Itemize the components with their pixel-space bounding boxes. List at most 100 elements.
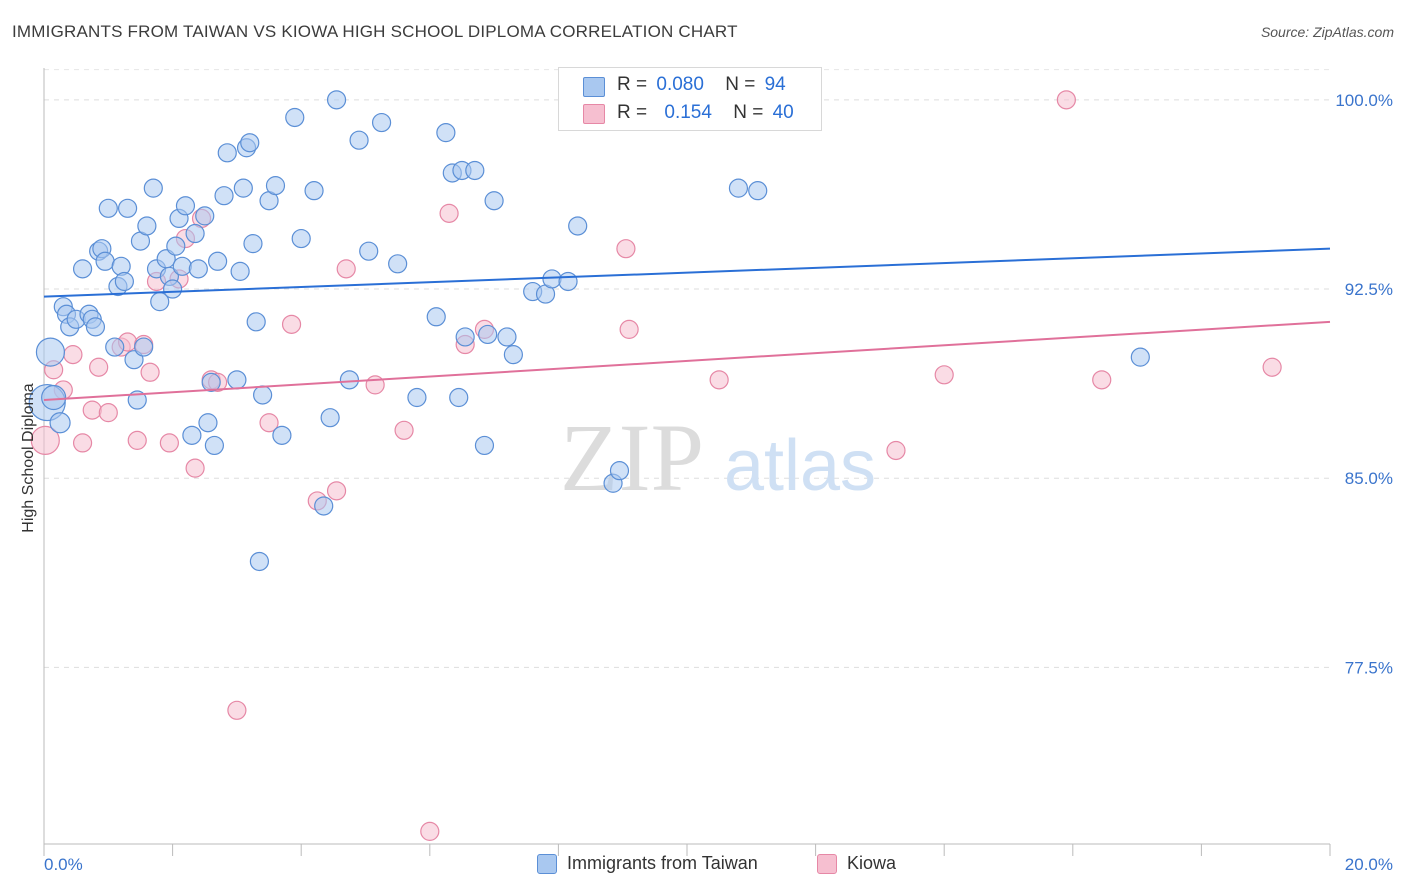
kiowa-point — [886, 440, 906, 461]
source-label: Source: ZipAtlas.com — [1260, 24, 1394, 40]
kiowa-point — [709, 370, 729, 390]
axes — [43, 68, 1331, 856]
taiwan-point — [182, 425, 202, 445]
kiowa-point — [934, 365, 954, 385]
taiwan-point — [407, 387, 427, 408]
y-tick-label: 92.5% — [1345, 280, 1393, 299]
taiwan-point — [188, 259, 208, 279]
taiwan-point — [497, 327, 517, 347]
watermark-zip: ZIP — [560, 404, 704, 511]
taiwan-point — [728, 178, 749, 198]
legend-n-value-kiowa: 40 — [772, 102, 794, 123]
kiowa-point — [1092, 370, 1112, 390]
bottom-legend-swatch-taiwan — [537, 853, 557, 874]
x-tick-label-min: 0.0% — [44, 855, 83, 874]
legend-r-value-taiwan: 0.080 — [656, 74, 704, 95]
taiwan-point — [326, 90, 347, 110]
kiowa-point — [336, 259, 356, 279]
taiwan-point — [35, 337, 66, 367]
legend-r-label: R = — [617, 74, 648, 95]
kiowa-point — [281, 314, 302, 334]
taiwan-point — [214, 186, 234, 206]
kiowa-point — [127, 430, 147, 450]
taiwan-point — [349, 130, 369, 150]
kiowa-point — [89, 357, 109, 377]
taiwan-point — [143, 178, 163, 198]
kiowa-point — [227, 700, 247, 720]
kiowa-point — [1262, 357, 1282, 377]
taiwan-point — [217, 143, 237, 163]
taiwan-point — [105, 337, 125, 357]
taiwan-point — [542, 269, 562, 289]
watermark: ZIP atlas — [560, 404, 876, 511]
trend-lines — [43, 247, 1331, 402]
y-axis-label: High School Diploma — [20, 383, 37, 533]
kiowa-point — [185, 458, 205, 478]
taiwan-point — [137, 216, 157, 236]
taiwan-point — [98, 198, 118, 218]
taiwan-point — [465, 160, 485, 181]
legend-n-label: N = — [725, 74, 756, 95]
taiwan-point — [503, 345, 523, 365]
taiwan-point — [249, 551, 270, 572]
taiwan-point — [240, 133, 260, 153]
taiwan-point — [339, 370, 360, 390]
taiwan-point — [175, 196, 196, 216]
gridlines — [44, 69, 1330, 668]
taiwan-point — [484, 191, 504, 211]
legend-row-taiwan: R = 0.080 N = 94 — [617, 74, 786, 96]
taiwan-point — [478, 324, 498, 345]
taiwan-point — [272, 425, 292, 445]
legend-n-value-taiwan: 94 — [764, 74, 786, 95]
taiwan-point — [230, 261, 250, 281]
legend-box: R = 0.080 N = 94 R = 0.154 N = 40 — [558, 67, 822, 131]
taiwan-point — [320, 408, 340, 428]
x-tick-label-max: 20.0% — [1345, 855, 1393, 874]
taiwan-point — [285, 107, 305, 128]
taiwan-point — [436, 123, 456, 143]
taiwan-point — [359, 241, 379, 261]
taiwan-trend-line — [43, 247, 1331, 298]
watermark-atlas: atlas — [724, 426, 876, 506]
taiwan-point — [134, 337, 154, 357]
taiwan-point — [208, 251, 228, 271]
bottom-legend-taiwan: Immigrants from Taiwan — [537, 853, 758, 874]
bottom-legend-kiowa: Kiowa — [817, 853, 896, 874]
kiowa-point — [420, 821, 440, 841]
taiwan-point — [172, 256, 192, 276]
taiwan-point — [568, 216, 588, 236]
taiwan-point — [85, 317, 106, 337]
taiwan-point — [117, 198, 138, 218]
taiwan-point — [388, 254, 408, 274]
taiwan-point — [474, 435, 495, 456]
taiwan-point — [124, 350, 144, 370]
taiwan-point — [243, 234, 263, 254]
kiowa-point — [82, 400, 102, 420]
kiowa-point — [30, 425, 60, 455]
taiwan-point — [609, 461, 630, 481]
kiowa-point — [72, 433, 93, 453]
legend-row-kiowa: R = 0.154 N = 40 — [617, 102, 794, 124]
legend-n-label: N = — [733, 102, 764, 123]
taiwan-point — [49, 412, 71, 434]
taiwan-point — [95, 251, 115, 271]
kiowa-point — [394, 420, 414, 440]
kiowa-point — [1056, 90, 1076, 110]
taiwan-point — [291, 228, 311, 249]
kiowa-point — [439, 203, 459, 223]
taiwan-point — [455, 327, 475, 347]
y-tick-label: 77.5% — [1345, 658, 1393, 677]
taiwan-point — [449, 387, 469, 408]
kiowa-point — [616, 239, 636, 259]
kiowa-point — [326, 481, 347, 501]
taiwan-point — [114, 271, 134, 292]
kiowa-point — [140, 362, 160, 382]
kiowa-point — [259, 413, 279, 433]
legend-r-value-kiowa: 0.154 — [664, 102, 712, 123]
kiowa-point — [159, 433, 179, 453]
bottom-legend-label-taiwan: Immigrants from Taiwan — [567, 853, 758, 873]
taiwan-point — [227, 370, 247, 390]
taiwan-point — [204, 435, 224, 456]
taiwan-point — [426, 307, 446, 327]
